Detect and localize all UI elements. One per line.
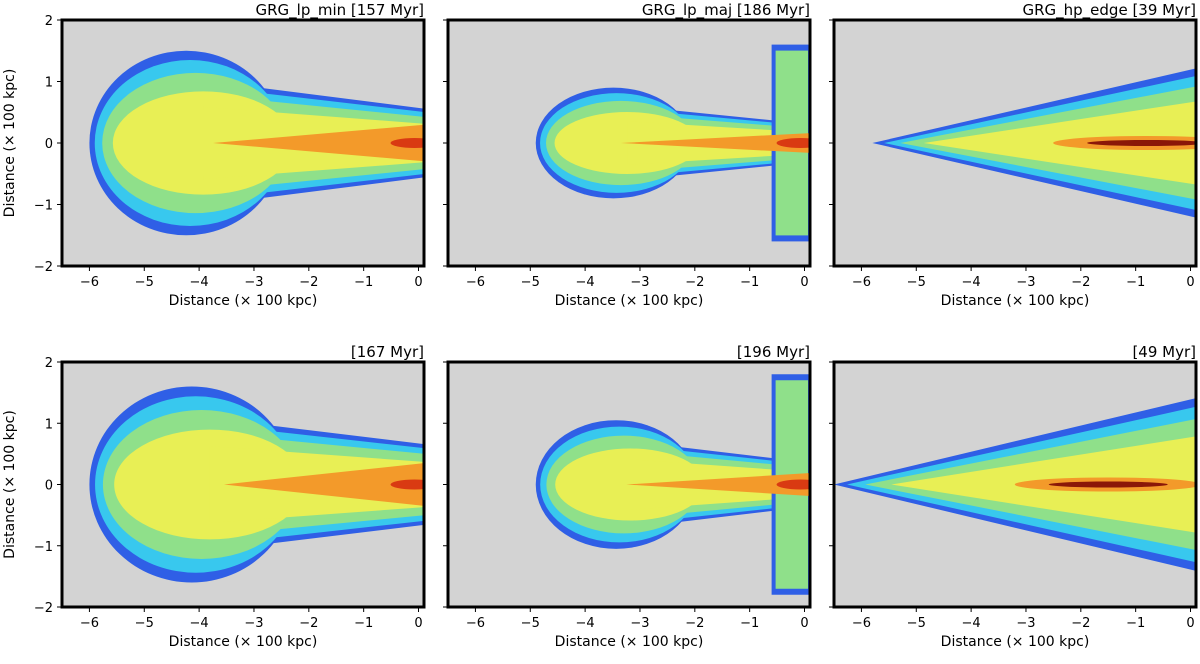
x-tick-label: −6 xyxy=(852,616,871,631)
x-tick-label: −3 xyxy=(244,275,263,290)
x-tick-label: −6 xyxy=(80,275,99,290)
x-tick-label: 0 xyxy=(414,616,422,631)
x-tick-label: −5 xyxy=(907,616,926,631)
x-tick-label: −1 xyxy=(1126,275,1145,290)
x-axis-label: Distance (× 100 kpc) xyxy=(941,293,1090,309)
jet-core xyxy=(776,479,810,490)
panel-1: −6 −5 −4 −3 −2 −1 0 −2 −1 0 1 2 GRG_lp_min [157 Myr]… xyxy=(2,1,426,309)
panel-3: −6 −5 −4 −3 −2 −1 0 GRG_hp_edge [39 Myr] Distanc… xyxy=(829,1,1198,309)
x-tick-label: 0 xyxy=(414,275,422,290)
x-tick-label: −1 xyxy=(1126,616,1145,631)
x-tick-label: −4 xyxy=(962,616,981,631)
y-tick-label: 0 xyxy=(45,137,53,152)
y-tick-label: −1 xyxy=(34,540,53,555)
x-tick-label: −5 xyxy=(521,275,540,290)
jet-core xyxy=(390,479,424,490)
x-tick-label: −2 xyxy=(299,616,318,631)
x-tick-label: −3 xyxy=(630,616,649,631)
x-tick-label: −6 xyxy=(466,275,485,290)
x-tick-label: −6 xyxy=(80,616,99,631)
jet-hot xyxy=(213,124,424,162)
x-axis-label: Distance (× 100 kpc) xyxy=(941,634,1090,650)
x-tick-label: −1 xyxy=(740,275,759,290)
jet-hot xyxy=(620,133,810,153)
x-tick-label: −3 xyxy=(1016,275,1035,290)
x-tick-label: −2 xyxy=(299,275,318,290)
panel-2: −6 −5 −4 −3 −2 −1 0 GRG_lp_maj [186 Myr] Distanc… xyxy=(443,1,812,309)
panel-6: −6 −5 −4 −3 −2 −1 0 [49 Myr] Distance (× 100 kpc… xyxy=(829,343,1198,650)
x-tick-label: −4 xyxy=(190,275,209,290)
x-tick-label: 0 xyxy=(1186,616,1194,631)
y-tick-label: 1 xyxy=(45,76,53,91)
x-tick-label: −6 xyxy=(852,275,871,290)
x-axis-label: Distance (× 100 kpc) xyxy=(555,293,704,309)
x-tick-label: −3 xyxy=(244,616,263,631)
jet-core xyxy=(1087,140,1196,146)
y-axis-label: Distance (× 100 kpc) xyxy=(2,69,18,218)
x-tick-label: −6 xyxy=(466,616,485,631)
panel-title: GRG_hp_edge [39 Myr] xyxy=(1022,1,1196,20)
x-tick-label: 0 xyxy=(1186,275,1194,290)
x-tick-label: −1 xyxy=(740,616,759,631)
x-tick-label: −5 xyxy=(135,616,154,631)
y-tick-label: −2 xyxy=(34,260,53,275)
x-axis-label: Distance (× 100 kpc) xyxy=(169,634,318,650)
x-tick-label: −4 xyxy=(962,275,981,290)
panel-5: −6 −5 −4 −3 −2 −1 0 [196 Myr] Distance (× 100 kp… xyxy=(443,343,812,650)
jet-hot xyxy=(626,472,810,497)
x-tick-label: 0 xyxy=(800,616,808,631)
x-tick-label: −5 xyxy=(135,275,154,290)
panel-title: [167 Myr] xyxy=(351,343,424,361)
x-tick-label: −2 xyxy=(1071,616,1090,631)
x-tick-label: −4 xyxy=(576,275,595,290)
x-tick-label: −3 xyxy=(1016,616,1035,631)
x-axis-label: Distance (× 100 kpc) xyxy=(169,293,318,309)
y-tick-label: −2 xyxy=(34,601,53,616)
x-axis-label: Distance (× 100 kpc) xyxy=(555,634,704,650)
x-tick-label: −1 xyxy=(354,616,373,631)
x-tick-label: −2 xyxy=(685,275,704,290)
y-tick-label: 2 xyxy=(45,356,53,371)
y-axis-label: Distance (× 100 kpc) xyxy=(2,410,18,559)
x-tick-label: 0 xyxy=(800,275,808,290)
x-tick-label: −5 xyxy=(907,275,926,290)
panel-title: [196 Myr] xyxy=(737,343,810,361)
y-tick-label: 0 xyxy=(45,479,53,494)
jet-core xyxy=(1048,481,1168,488)
y-tick-label: −1 xyxy=(34,199,53,214)
panel-title: GRG_lp_maj [186 Myr] xyxy=(642,1,810,20)
y-tick-label: 2 xyxy=(45,14,53,29)
panel-title: GRG_lp_min [157 Myr] xyxy=(255,1,424,20)
jet-core xyxy=(776,138,810,148)
x-tick-label: −1 xyxy=(354,275,373,290)
x-tick-label: −4 xyxy=(190,616,209,631)
jet-hot xyxy=(223,463,424,506)
x-tick-label: −4 xyxy=(576,616,595,631)
jet-core xyxy=(390,138,424,148)
panel-4: −6 −5 −4 −3 −2 −1 0 −2 −1 0 1 2 [167 Myr] Distance (×… xyxy=(2,343,426,650)
x-tick-label: −3 xyxy=(630,275,649,290)
x-tick-label: −2 xyxy=(1071,275,1090,290)
panel-title: [49 Myr] xyxy=(1132,343,1196,361)
x-tick-label: −2 xyxy=(685,616,704,631)
x-tick-label: −5 xyxy=(521,616,540,631)
y-tick-label: 1 xyxy=(45,417,53,432)
